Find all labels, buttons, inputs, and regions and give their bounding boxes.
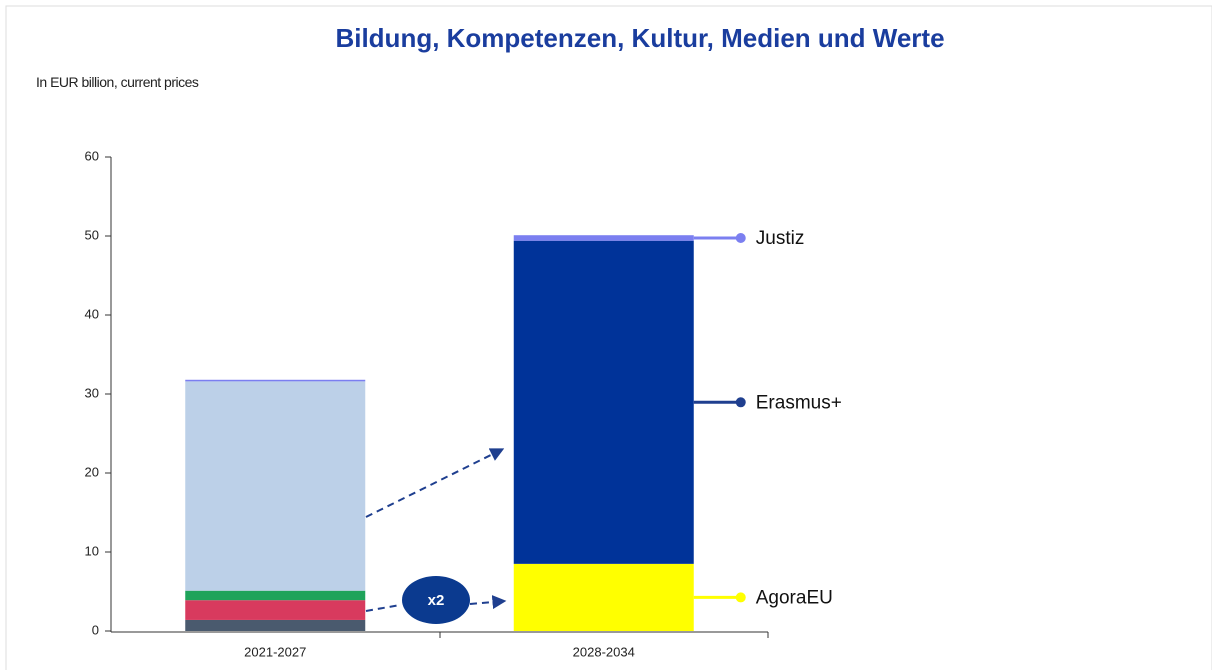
arrow <box>365 448 505 518</box>
x-tick-label: 2021-2027 <box>244 644 306 659</box>
bar-segment <box>185 590 366 601</box>
y-tick-label: 40 <box>85 306 99 321</box>
y-tick-label: 50 <box>85 227 99 242</box>
legend-label: Erasmus+ <box>756 392 842 413</box>
legend-label: AgoraEU <box>756 587 833 608</box>
bar-segment <box>185 379 366 382</box>
badge-label: x2 <box>428 592 445 609</box>
y-axis-label: In EUR billion, current prices <box>36 74 199 90</box>
y-tick-label: 20 <box>85 464 99 479</box>
frame <box>5 5 1212 670</box>
legend-dot <box>735 592 746 603</box>
legend-dot <box>735 397 746 408</box>
x-tick-label: 2028-2034 <box>573 644 635 659</box>
bar-segment <box>513 235 694 241</box>
y-tick-label: 10 <box>85 543 99 558</box>
badge <box>402 576 470 624</box>
y-tick-label: 0 <box>92 622 99 637</box>
chart-title: Bildung, Kompetenzen, Kultur, Medien und… <box>335 23 944 53</box>
legend-label: Justiz <box>756 228 805 249</box>
y-tick-label: 60 <box>85 148 99 163</box>
bar-segment <box>185 619 366 631</box>
arrow <box>469 595 507 610</box>
bar-segment <box>513 240 694 564</box>
arrow <box>365 604 401 612</box>
bar-segment <box>185 600 366 620</box>
y-tick-label: 30 <box>85 385 99 400</box>
legend-dot <box>735 232 746 243</box>
bar-segment <box>185 381 366 591</box>
bar-segment <box>513 563 694 631</box>
